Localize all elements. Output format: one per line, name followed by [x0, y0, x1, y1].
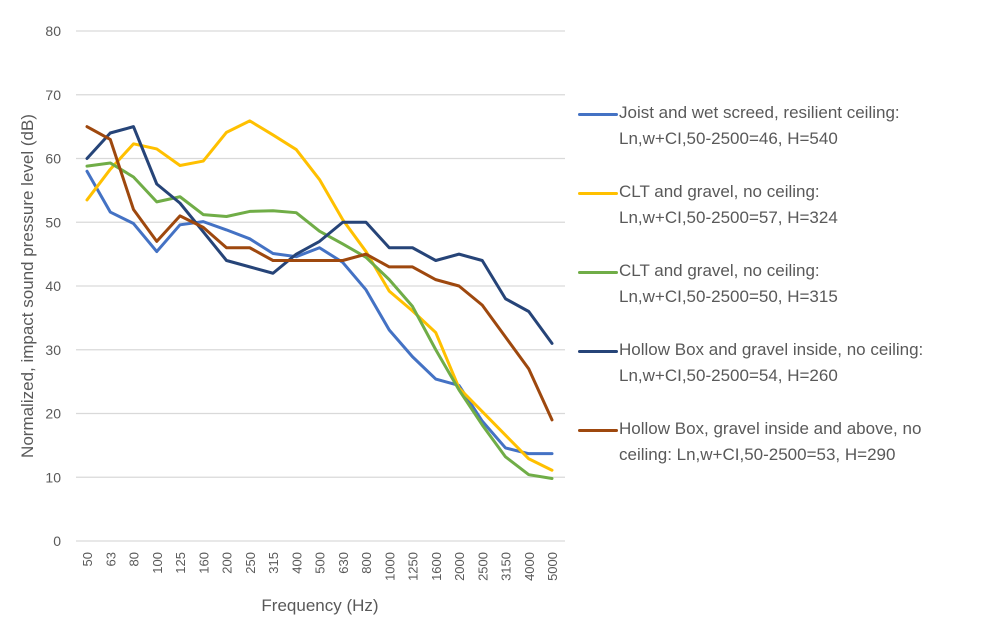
legend-item: Hollow Box and gravel inside, no ceiling…: [578, 337, 998, 416]
legend-label: CLT and gravel, no ceiling: Ln,w+CI,50-25…: [619, 179, 838, 231]
y-axis-title: Normalized, impact sound pressure level …: [18, 114, 37, 458]
y-tick-label: 80: [45, 23, 61, 39]
legend-label-line: Hollow Box and gravel inside, no ceiling…: [619, 340, 924, 359]
x-tick-label: 4000: [522, 552, 537, 581]
series-line-3: [85, 161, 554, 481]
gridlines: [76, 30, 565, 542]
legend-label-line: Ln,w+CI,50-2500=57, H=324: [619, 208, 838, 227]
legend-label: Hollow Box, gravel inside and above, no c…: [619, 416, 921, 468]
y-tick-label: 60: [45, 151, 61, 167]
legend: Joist and wet screed, resilient ceiling:…: [578, 100, 998, 495]
legend-swatch: [578, 192, 618, 195]
x-tick-label: 200: [220, 552, 235, 574]
y-tick-label: 20: [45, 406, 61, 422]
x-tick-label: 315: [266, 552, 281, 574]
y-tick-label: 70: [45, 87, 61, 103]
x-tick-label: 250: [243, 552, 258, 574]
series-line-1: [85, 169, 554, 456]
legend-label-line: CLT and gravel, no ceiling:: [619, 182, 820, 201]
x-tick-label: 63: [103, 552, 118, 566]
legend-swatch: [578, 429, 618, 432]
legend-label: CLT and gravel, no ceiling: Ln,w+CI,50-25…: [619, 258, 838, 310]
legend-swatch: [578, 350, 618, 353]
legend-label-line: Hollow Box, gravel inside and above, no: [619, 419, 922, 438]
legend-item: Hollow Box, gravel inside and above, no c…: [578, 416, 998, 495]
x-tick-label: 5000: [545, 552, 560, 581]
series-line-2: [85, 119, 554, 472]
legend-item: Joist and wet screed, resilient ceiling:…: [578, 100, 998, 179]
x-tick-label: 400: [289, 552, 304, 574]
x-tick-label: 160: [196, 552, 211, 574]
x-tick-label: 1600: [429, 552, 444, 581]
x-tick-label: 80: [127, 552, 142, 566]
x-tick-label: 125: [173, 552, 188, 574]
legend-label-line: Joist and wet screed, resilient ceiling:: [619, 103, 900, 122]
legend-swatch: [578, 113, 618, 116]
x-tick-label: 800: [359, 552, 374, 574]
legend-item: CLT and gravel, no ceiling: Ln,w+CI,50-25…: [578, 179, 998, 258]
legend-item: CLT and gravel, no ceiling: Ln,w+CI,50-25…: [578, 258, 998, 337]
y-tick-label: 50: [45, 214, 61, 230]
y-tick-label: 10: [45, 469, 61, 485]
series-line-5: [85, 125, 554, 422]
series-lines: [85, 119, 554, 481]
legend-label: Hollow Box and gravel inside, no ceiling…: [619, 337, 923, 389]
legend-label-line: Ln,w+CI,50-2500=54, H=260: [619, 366, 838, 385]
x-tick-label: 2000: [452, 552, 467, 581]
x-tick-label: 2500: [475, 552, 490, 581]
y-axis-ticks: 0 10 20 30 40 50 60 70 80: [45, 23, 61, 549]
legend-label-line: ceiling: Ln,w+CI,50-2500=53, H=290: [619, 445, 896, 464]
x-tick-label: 500: [313, 552, 328, 574]
y-tick-label: 40: [45, 278, 61, 294]
x-tick-label: 100: [150, 552, 165, 574]
x-tick-label: 630: [336, 552, 351, 574]
legend-label: Joist and wet screed, resilient ceiling:…: [619, 100, 900, 152]
y-tick-label: 30: [45, 342, 61, 358]
x-tick-label: 3150: [499, 552, 514, 581]
legend-swatch: [578, 271, 618, 274]
x-tick-label: 50: [80, 552, 95, 566]
series-line-4: [85, 125, 554, 345]
legend-label-line: Ln,w+CI,50-2500=46, H=540: [619, 129, 838, 148]
x-tick-label: 1000: [382, 552, 397, 581]
y-tick-label: 0: [53, 533, 61, 549]
x-axis-ticks: 50 63 80 100 125 160 200 250 315 400 500 630 800 1000…: [80, 552, 560, 581]
legend-label-line: Ln,w+CI,50-2500=50, H=315: [619, 287, 838, 306]
x-tick-label: 1250: [406, 552, 421, 581]
x-axis-title: Frequency (Hz): [261, 596, 378, 615]
legend-label-line: CLT and gravel, no ceiling:: [619, 261, 820, 280]
